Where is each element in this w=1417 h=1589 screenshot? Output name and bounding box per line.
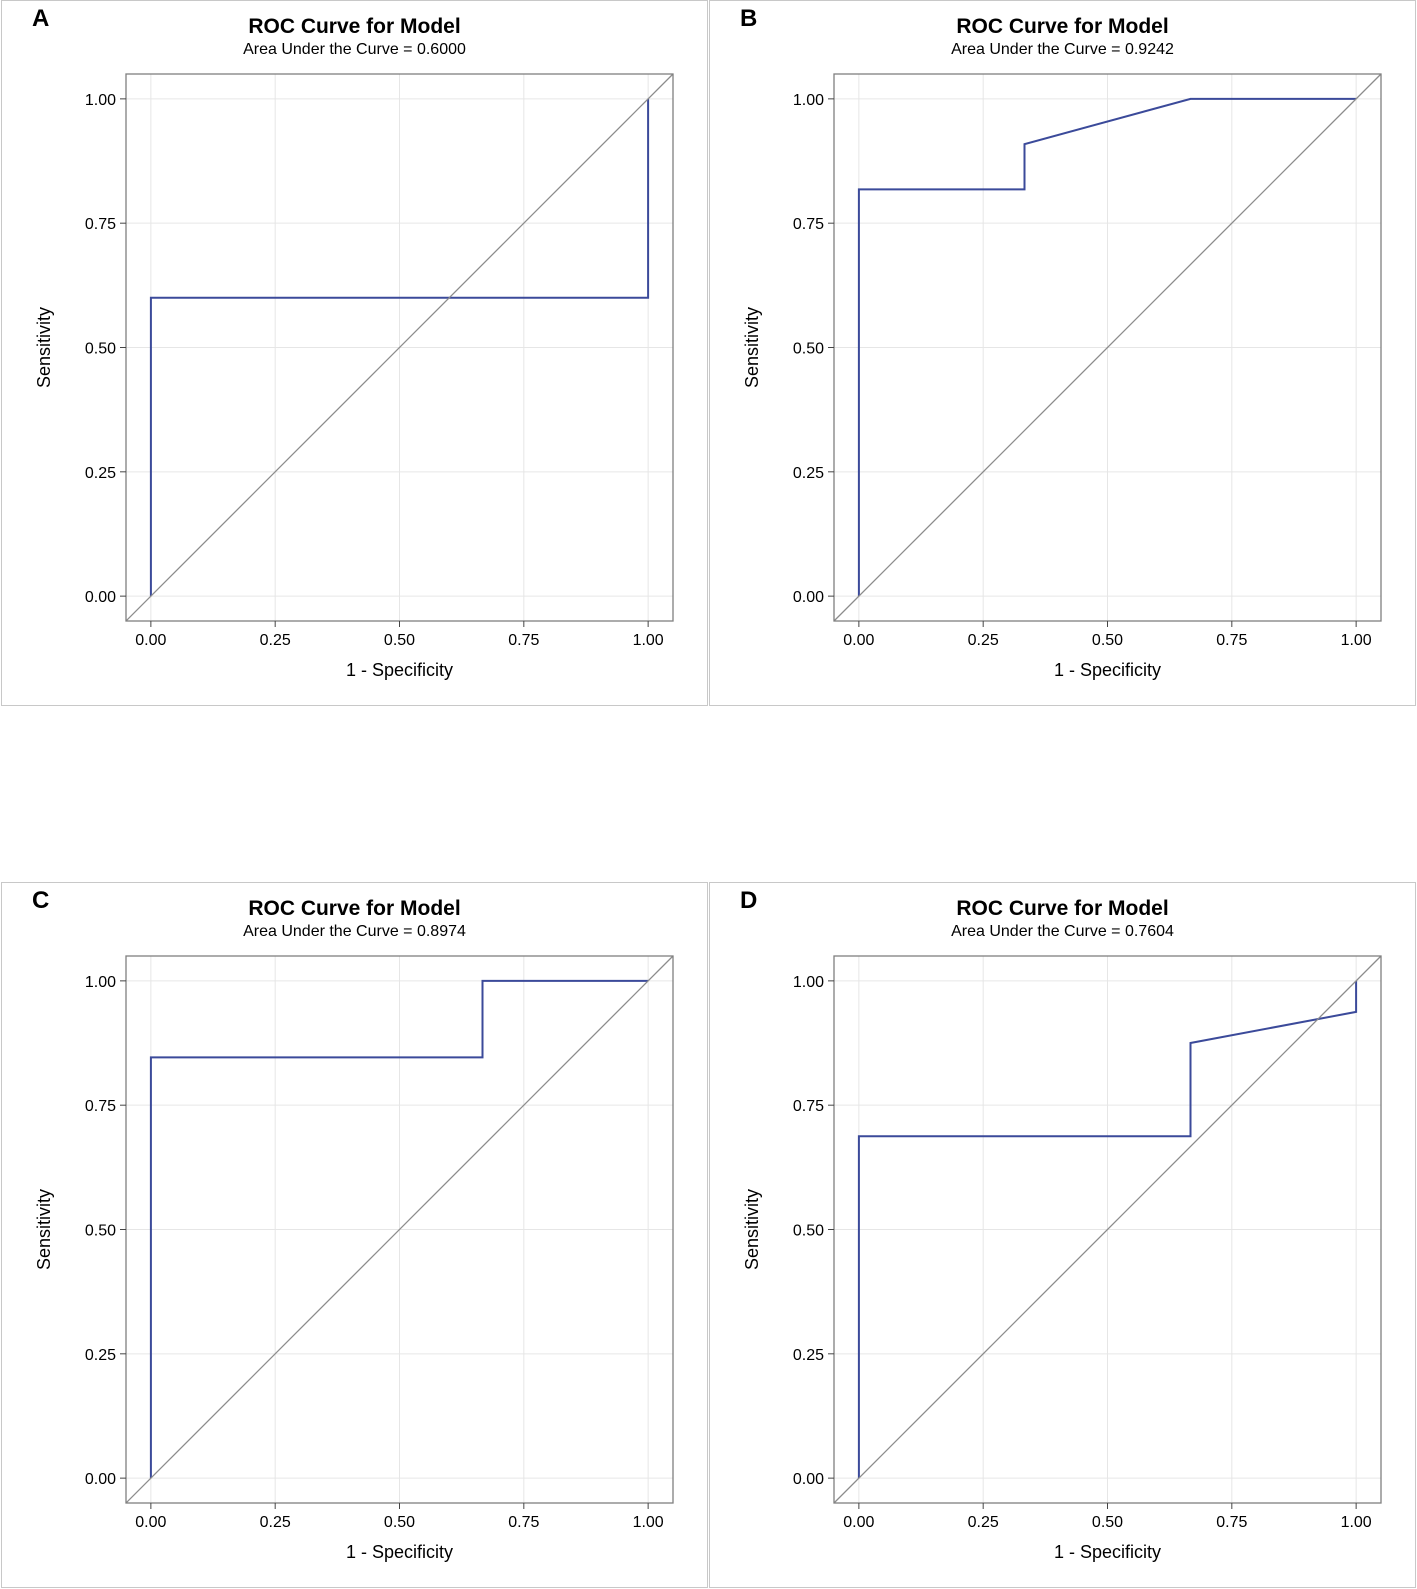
- x-tick-label: 0.25: [968, 1514, 999, 1531]
- roc-chart-c: 0.00 0.25 0.50 0.75 1.00 0.00 0.25 0.50 0.75 1.00…: [34, 955, 674, 1562]
- chart-title-block: ROC Curve for Model Area Under the Curve…: [2, 15, 707, 59]
- x-tick-label: 0.75: [508, 1514, 539, 1531]
- chart-subtitle: Area Under the Curve = 0.7604: [951, 923, 1174, 940]
- x-tick-label: 1.00: [633, 1514, 664, 1531]
- y-tick-label: 0.25: [85, 465, 116, 482]
- x-tick-label: 0.50: [384, 1514, 415, 1531]
- y-tick-label: 0.50: [793, 341, 824, 358]
- y-tick-label: 0.75: [793, 216, 824, 233]
- roc-chart-d: 0.00 0.25 0.50 0.75 1.00 0.00 0.25 0.50 0.75 1.00…: [742, 955, 1382, 1562]
- y-tick-label: 0.75: [793, 1098, 824, 1115]
- y-axis-label: Sensitivity: [742, 307, 762, 388]
- x-tick-label: 0.75: [1216, 1514, 1247, 1531]
- y-tick-label: 0.75: [85, 216, 116, 233]
- roc-chart-b: 0.00 0.25 0.50 0.75 1.00 0.00 0.25 0.50 0.75 1.00…: [742, 73, 1382, 680]
- y-tick-label: 0.00: [85, 589, 116, 606]
- x-tick-label: 1.00: [633, 632, 664, 649]
- chart-title-block: ROC Curve for Model Area Under the Curve…: [2, 897, 707, 941]
- y-tick-label: 0.50: [85, 1223, 116, 1240]
- y-tick-label: 0.00: [793, 1471, 824, 1488]
- y-tick-label: 0.00: [793, 589, 824, 606]
- roc-chart-a: 0.00 0.25 0.50 0.75 1.00 0.00 0.25 0.50 0.75 1.00…: [34, 73, 674, 680]
- y-tick-label: 1.00: [793, 974, 824, 991]
- x-tick-label: 0.25: [260, 1514, 291, 1531]
- y-tick-label: 0.75: [85, 1098, 116, 1115]
- x-tick-label: 0.75: [1216, 632, 1247, 649]
- chart-title-block: ROC Curve for Model Area Under the Curve…: [710, 15, 1415, 59]
- panel-letter: B: [740, 5, 758, 32]
- panel-a: 0.00 0.25 0.50 0.75 1.00 0.00 0.25 0.50 0.75 1.00…: [1, 0, 708, 706]
- x-tick-label: 0.25: [968, 632, 999, 649]
- x-tick-label: 0.75: [508, 632, 539, 649]
- x-tick-label: 0.50: [1092, 1514, 1123, 1531]
- x-tick-label: 0.25: [260, 632, 291, 649]
- y-tick-label: 1.00: [793, 92, 824, 109]
- y-tick-label: 1.00: [85, 974, 116, 991]
- chart-title: ROC Curve for Model: [956, 897, 1169, 920]
- chart-title: ROC Curve for Model: [956, 15, 1169, 38]
- y-axis-label: Sensitivity: [34, 1189, 54, 1270]
- chart-title: ROC Curve for Model: [248, 15, 461, 38]
- x-axis-label: 1 - Specificity: [1054, 660, 1161, 680]
- x-tick-label: 0.00: [135, 632, 166, 649]
- y-tick-label: 0.00: [85, 1471, 116, 1488]
- x-axis-label: 1 - Specificity: [1054, 1542, 1161, 1562]
- x-tick-label: 0.00: [843, 632, 874, 649]
- roc-curve-line: [857, 980, 1358, 1479]
- panel-b: 0.00 0.25 0.50 0.75 1.00 0.00 0.25 0.50 0.75 1.00…: [709, 0, 1416, 706]
- y-tick-label: 0.50: [793, 1223, 824, 1240]
- chart-subtitle: Area Under the Curve = 0.9242: [951, 41, 1174, 58]
- reference-diagonal-line: [125, 955, 674, 1504]
- y-axis-label: Sensitivity: [742, 1189, 762, 1270]
- y-tick-label: 0.25: [793, 1347, 824, 1364]
- x-tick-label: 0.50: [1092, 632, 1123, 649]
- roc-curve-line: [857, 97, 1357, 597]
- panel-letter: A: [32, 5, 50, 32]
- y-tick-label: 1.00: [85, 92, 116, 109]
- x-tick-label: 0.50: [384, 632, 415, 649]
- chart-title-block: ROC Curve for Model Area Under the Curve…: [710, 897, 1415, 941]
- y-tick-label: 0.25: [85, 1347, 116, 1364]
- y-axis-label: Sensitivity: [34, 307, 54, 388]
- reference-diagonal-line: [833, 955, 1382, 1504]
- x-tick-label: 1.00: [1341, 1514, 1372, 1531]
- panel-letter: C: [32, 887, 50, 914]
- x-tick-label: 0.00: [135, 1514, 166, 1531]
- panel-d: 0.00 0.25 0.50 0.75 1.00 0.00 0.25 0.50 0.75 1.00…: [709, 882, 1416, 1588]
- x-axis-label: 1 - Specificity: [346, 1542, 453, 1562]
- y-tick-label: 0.25: [793, 465, 824, 482]
- chart-subtitle: Area Under the Curve = 0.8974: [243, 923, 466, 940]
- y-tick-label: 0.50: [85, 341, 116, 358]
- reference-diagonal-line: [833, 73, 1382, 622]
- roc-curve-line: [149, 979, 649, 1479]
- x-axis-label: 1 - Specificity: [346, 660, 453, 680]
- x-tick-label: 1.00: [1341, 632, 1372, 649]
- roc-curve-line: [149, 98, 650, 597]
- reference-diagonal-line: [125, 73, 674, 622]
- chart-title: ROC Curve for Model: [248, 897, 461, 920]
- chart-subtitle: Area Under the Curve = 0.6000: [243, 41, 466, 58]
- panel-letter: D: [740, 887, 758, 914]
- x-tick-label: 0.00: [843, 1514, 874, 1531]
- panel-c: 0.00 0.25 0.50 0.75 1.00 0.00 0.25 0.50 0.75 1.00…: [1, 882, 708, 1588]
